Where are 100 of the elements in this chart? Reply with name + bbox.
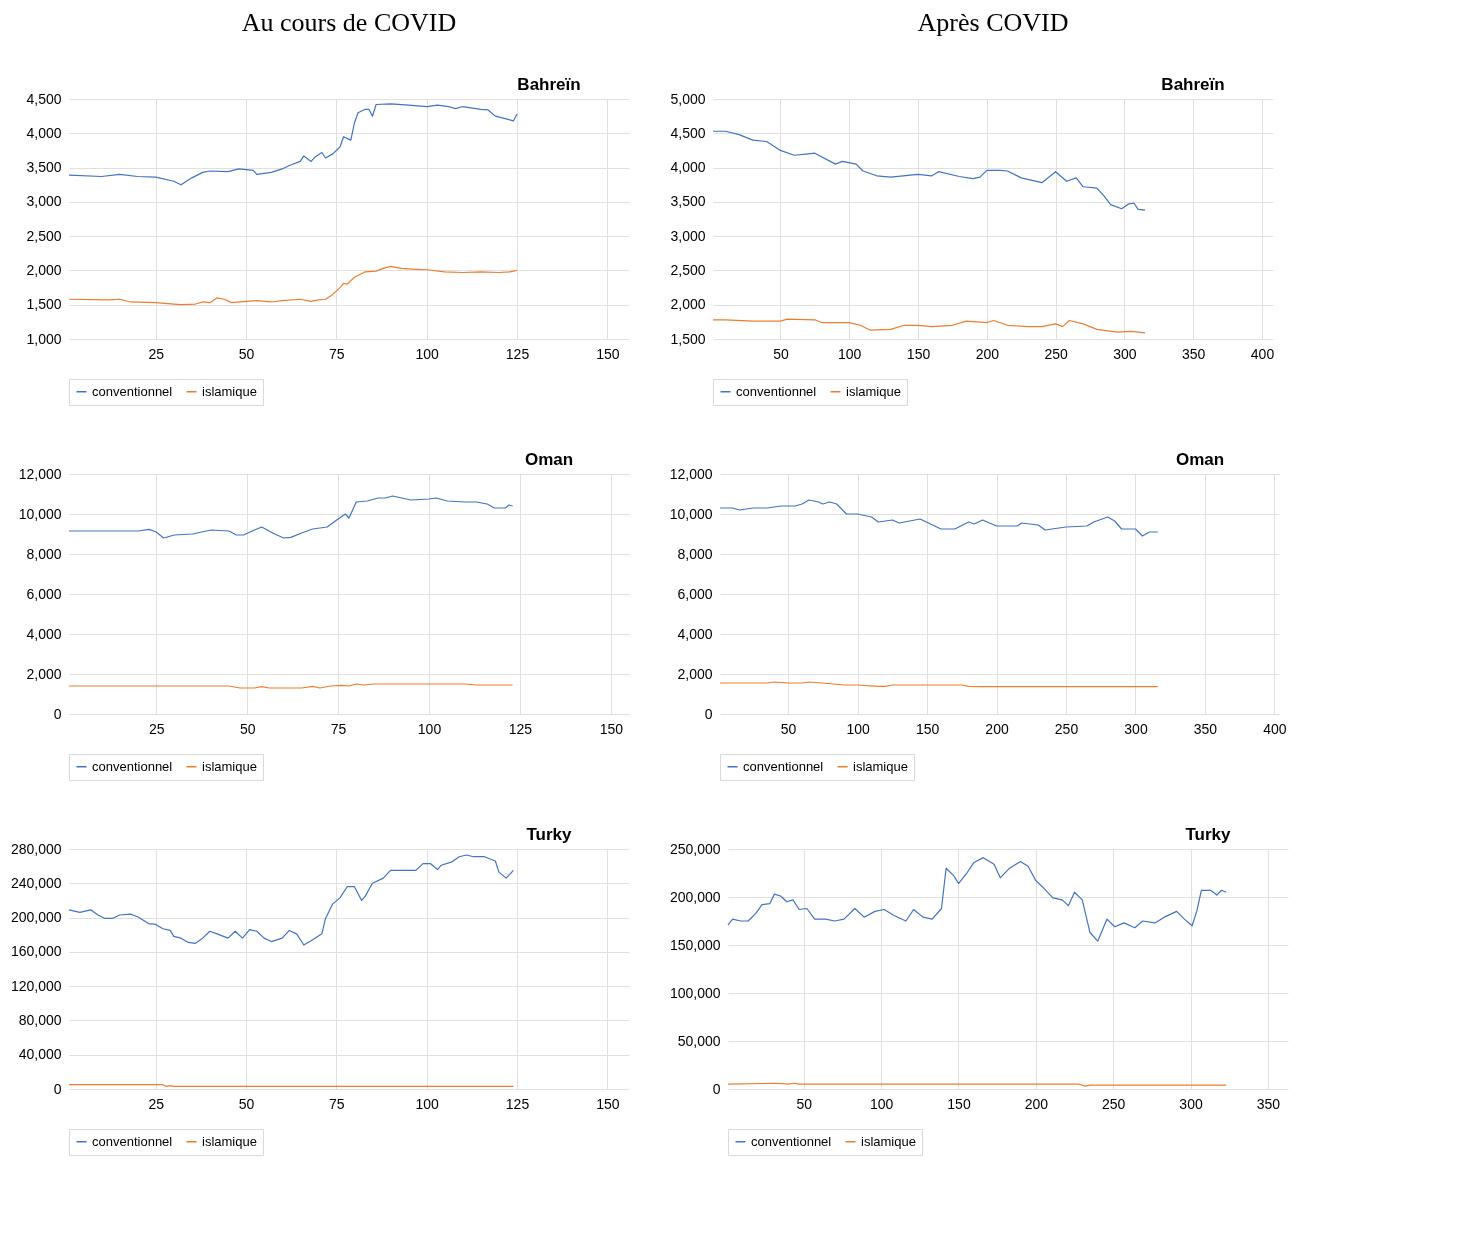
y-tick-label: 10,000: [18, 505, 62, 522]
y-tick-label: 8,000: [677, 545, 713, 562]
line-series: [712, 318, 1146, 334]
text: Oman: [1175, 450, 1225, 469]
y-tick-label: 1,500: [670, 330, 706, 347]
x-tick-label: 25: [148, 345, 165, 362]
y-tick-label: 3,500: [670, 193, 706, 210]
line-series: [68, 495, 514, 539]
y-tick-label: 160,000: [10, 943, 62, 960]
text: Turky: [1185, 825, 1232, 844]
y-tick-label: 4,500: [26, 90, 62, 107]
y-tick-label: 6,000: [677, 585, 713, 602]
x-tick-label: 150: [906, 345, 931, 362]
x-tick-label: 400: [1263, 720, 1287, 737]
x-tick-label: 250: [1054, 720, 1079, 737]
y-tick-label: 3,500: [26, 159, 62, 176]
y-tick-label: 2,000: [677, 665, 713, 682]
text: Turky: [526, 825, 573, 844]
x-tick-label: 50: [773, 345, 789, 362]
y-tick-label: 12,000: [18, 465, 62, 482]
y-tick-label: 50,000: [677, 1032, 721, 1049]
y-tick-label: 3,000: [670, 227, 706, 244]
y-tick-label: 4,000: [26, 625, 62, 642]
line-series: [68, 854, 514, 946]
x-tick-label: 125: [505, 345, 530, 362]
x-tick-label: 50: [796, 1095, 813, 1112]
y-tick-label: 10,000: [669, 505, 713, 522]
legend-label: islamique: [853, 758, 908, 774]
y-tick-label: 280,000: [10, 840, 62, 857]
x-tick-label: 25: [148, 1095, 165, 1112]
legend-label: conventionnel: [92, 383, 173, 399]
x-tick-label: 100: [869, 1095, 894, 1112]
chart-title: Au cours de COVID: [241, 8, 457, 37]
x-tick-label: 100: [417, 720, 442, 737]
x-tick-label: 200: [1024, 1095, 1049, 1112]
text: Bahreïn: [1161, 75, 1225, 94]
text: Oman: [524, 450, 574, 469]
line-series: [712, 130, 1146, 211]
y-tick-label: 250,000: [669, 840, 721, 857]
x-tick-label: 350: [1182, 345, 1206, 362]
x-tick-label: 75: [330, 720, 347, 737]
legend-label: islamique: [202, 1133, 257, 1149]
x-tick-label: 250: [1102, 1095, 1126, 1112]
y-tick-label: 40,000: [18, 1046, 62, 1063]
legend-label: conventionnel: [92, 1133, 173, 1149]
y-tick-label: 100,000: [669, 984, 721, 1001]
y-tick-label: 1,500: [26, 296, 62, 313]
y-tick-label: 4,000: [677, 625, 713, 642]
x-tick-label: 50: [238, 1095, 255, 1112]
x-tick-label: 25: [148, 720, 165, 737]
line-series: [68, 103, 518, 186]
y-tick-label: 0: [704, 705, 713, 722]
line-series: [727, 857, 1227, 942]
x-tick-label: 100: [846, 720, 870, 737]
legend-label: islamique: [202, 758, 257, 774]
x-tick-label: 100: [838, 345, 862, 362]
y-tick-label: 12,000: [669, 465, 713, 482]
y-tick-label: 8,000: [26, 545, 62, 562]
text: Bahreïn: [517, 75, 581, 94]
legend-label: conventionnel: [751, 1133, 832, 1149]
line-series: [719, 499, 1159, 537]
chart-title: Après COVID: [917, 8, 1069, 37]
x-tick-label: 75: [329, 1095, 345, 1112]
y-tick-label: 0: [53, 1080, 62, 1097]
y-tick-label: 4,000: [26, 124, 62, 141]
x-tick-label: 300: [1179, 1095, 1203, 1112]
legend-label: islamique: [861, 1133, 916, 1149]
x-tick-label: 50: [239, 720, 256, 737]
y-tick-label: 0: [53, 705, 62, 722]
x-tick-label: 200: [985, 720, 1009, 737]
x-tick-label: 150: [915, 720, 940, 737]
x-tick-label: 250: [1044, 345, 1068, 362]
x-tick-label: 150: [599, 720, 624, 737]
x-tick-label: 150: [596, 1095, 620, 1112]
legend-label: conventionnel: [736, 383, 817, 399]
x-tick-label: 125: [505, 1095, 530, 1112]
y-tick-label: 2,500: [26, 227, 62, 244]
y-tick-label: 4,500: [670, 124, 706, 141]
x-tick-label: 150: [596, 345, 620, 362]
x-tick-label: 100: [415, 345, 440, 362]
y-tick-label: 0: [712, 1080, 721, 1097]
y-tick-label: 240,000: [10, 874, 62, 891]
y-tick-label: 2,000: [26, 665, 62, 682]
y-tick-label: 120,000: [10, 977, 62, 994]
line-series: [68, 265, 518, 306]
y-tick-label: 4,000: [670, 159, 706, 176]
legend-label: islamique: [202, 383, 257, 399]
y-tick-label: 3,000: [26, 193, 62, 210]
y-tick-label: 200,000: [10, 909, 62, 926]
x-tick-label: 400: [1250, 345, 1275, 362]
x-tick-label: 125: [508, 720, 533, 737]
x-tick-label: 100: [415, 1095, 440, 1112]
x-tick-label: 200: [975, 345, 1000, 362]
x-tick-label: 75: [329, 345, 345, 362]
x-tick-label: 350: [1256, 1095, 1281, 1112]
y-tick-label: 200,000: [669, 888, 721, 905]
legend-label: conventionnel: [743, 758, 824, 774]
x-tick-label: 300: [1113, 345, 1137, 362]
y-tick-label: 2,000: [670, 296, 706, 313]
legend-label: islamique: [846, 383, 901, 399]
